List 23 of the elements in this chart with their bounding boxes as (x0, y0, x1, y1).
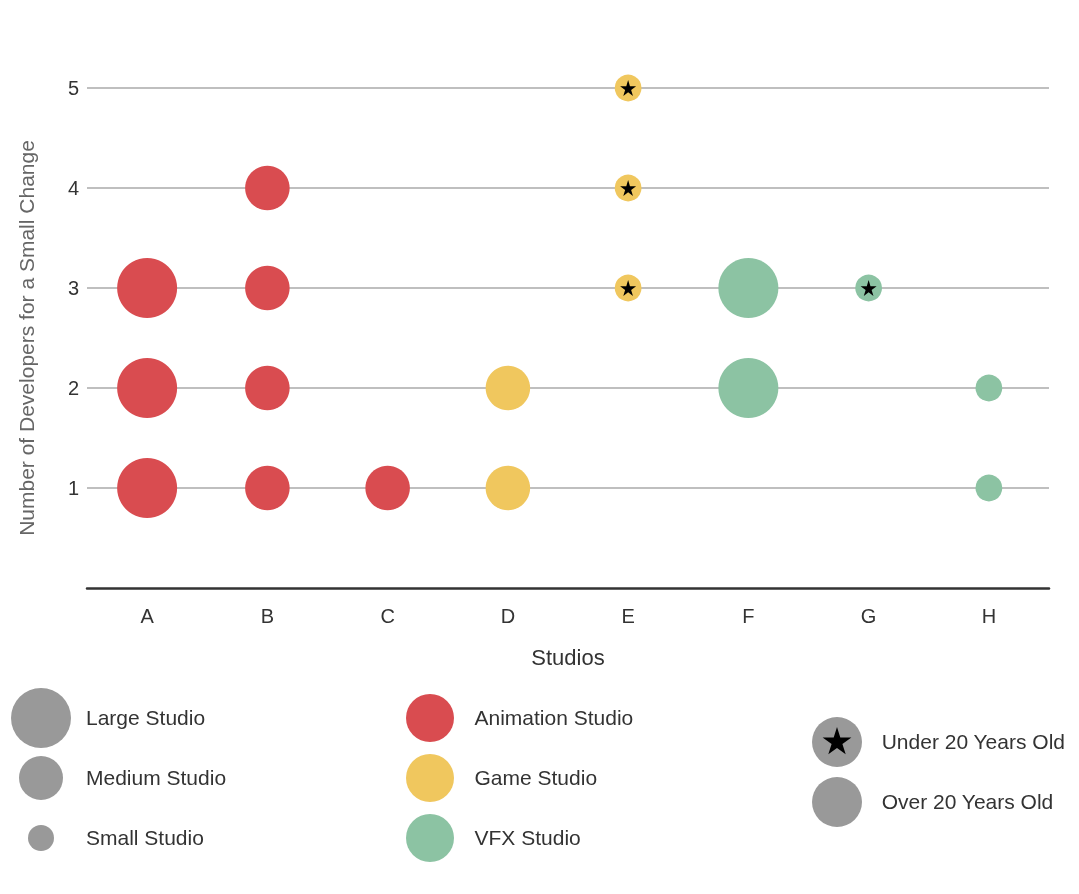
x-tick-label: D (500, 605, 516, 627)
legend-label: Under 20 Years Old (881, 730, 1065, 754)
x-tick-label: G (860, 605, 877, 627)
x-tick-label: B (260, 605, 275, 627)
x-tick-label: F (742, 605, 755, 627)
y-axis-title: Number of Developers for a Small Change (15, 140, 38, 536)
legend-label: Small Studio (86, 826, 204, 850)
y-tick-label: 3 (67, 277, 79, 299)
legend-label: Game Studio (474, 766, 598, 790)
legend-label: Animation Studio (474, 706, 634, 730)
x-tick-label: E (621, 605, 635, 627)
x-tick-label: C (380, 605, 395, 627)
legend-label: Large Studio (86, 706, 206, 730)
x-tick-label: H (981, 605, 997, 627)
x-tick-label: A (140, 605, 155, 627)
y-tick-label: 2 (67, 377, 79, 399)
text: Over 20 Years Old (881, 790, 1054, 814)
y-tick-label: 4 (67, 177, 79, 199)
legend-label: Medium Studio (86, 766, 227, 790)
x-axis-title: Studios (531, 644, 605, 670)
y-tick-label: 5 (67, 77, 79, 99)
y-tick-label: 1 (67, 477, 79, 499)
legend-label: VFX Studio (474, 826, 581, 850)
